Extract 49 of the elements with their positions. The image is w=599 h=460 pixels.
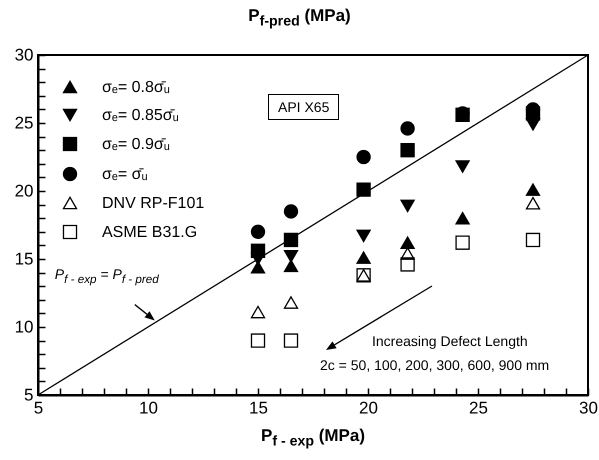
point xyxy=(526,196,540,210)
point xyxy=(250,306,266,318)
annotation: P$_{f - exp}$ = P$_{f - pred}$ xyxy=(54,266,159,286)
point xyxy=(284,204,298,219)
legend-label: DNV RP-F101 xyxy=(102,195,204,212)
x-tick-label: 15 xyxy=(249,398,268,418)
point xyxy=(455,212,470,224)
y-tick-label: 15 xyxy=(14,250,34,268)
x-axis-title: P$_{f - exp}$ (MPa) xyxy=(260,426,366,450)
point xyxy=(284,296,298,309)
y-tick-label: 25 xyxy=(14,114,34,132)
point xyxy=(400,236,415,249)
point xyxy=(455,236,470,250)
y-axis-title: P$_{f-pred}$ (MPa) xyxy=(247,6,352,30)
annotation: 2c = 50, 100, 200, 300, 600, 900 mm xyxy=(320,357,550,373)
x-tick-label: 30 xyxy=(579,398,598,418)
legend-label: ASME B31.G xyxy=(102,224,198,241)
point xyxy=(400,257,415,272)
point xyxy=(284,250,298,263)
point xyxy=(284,260,298,272)
point xyxy=(250,333,266,348)
x-tick-label: 25 xyxy=(469,398,488,418)
legend-label: σₑ= 0.9σ̄ᵤ xyxy=(102,136,170,153)
x-tick-label: 20 xyxy=(359,398,378,418)
point xyxy=(356,150,371,164)
y-tick-label: 5 xyxy=(24,386,34,404)
point xyxy=(455,160,470,173)
point xyxy=(526,183,540,196)
point xyxy=(400,143,415,158)
legend-label: σₑ= σ̄ᵤ xyxy=(102,166,148,183)
x-tick-label: 10 xyxy=(139,398,158,418)
y-tick-label: 30 xyxy=(14,46,34,64)
legend-label: σₑ= 0.85σ̄ᵤ xyxy=(102,107,179,124)
point xyxy=(356,251,371,264)
legend-label: σₑ= 0.8σ̄ᵤ xyxy=(102,79,170,96)
point xyxy=(250,244,266,258)
y-tick-label: 10 xyxy=(14,318,34,336)
point xyxy=(250,224,266,239)
point xyxy=(400,200,415,212)
y-tick-label: 20 xyxy=(14,182,34,200)
point xyxy=(400,121,415,136)
point xyxy=(526,232,540,248)
annotation: API X65 xyxy=(268,94,340,120)
point xyxy=(284,333,298,348)
annotation: Increasing Defect Length xyxy=(372,333,528,349)
point xyxy=(284,232,298,248)
point xyxy=(400,247,415,260)
point xyxy=(356,230,371,242)
point xyxy=(356,182,371,197)
